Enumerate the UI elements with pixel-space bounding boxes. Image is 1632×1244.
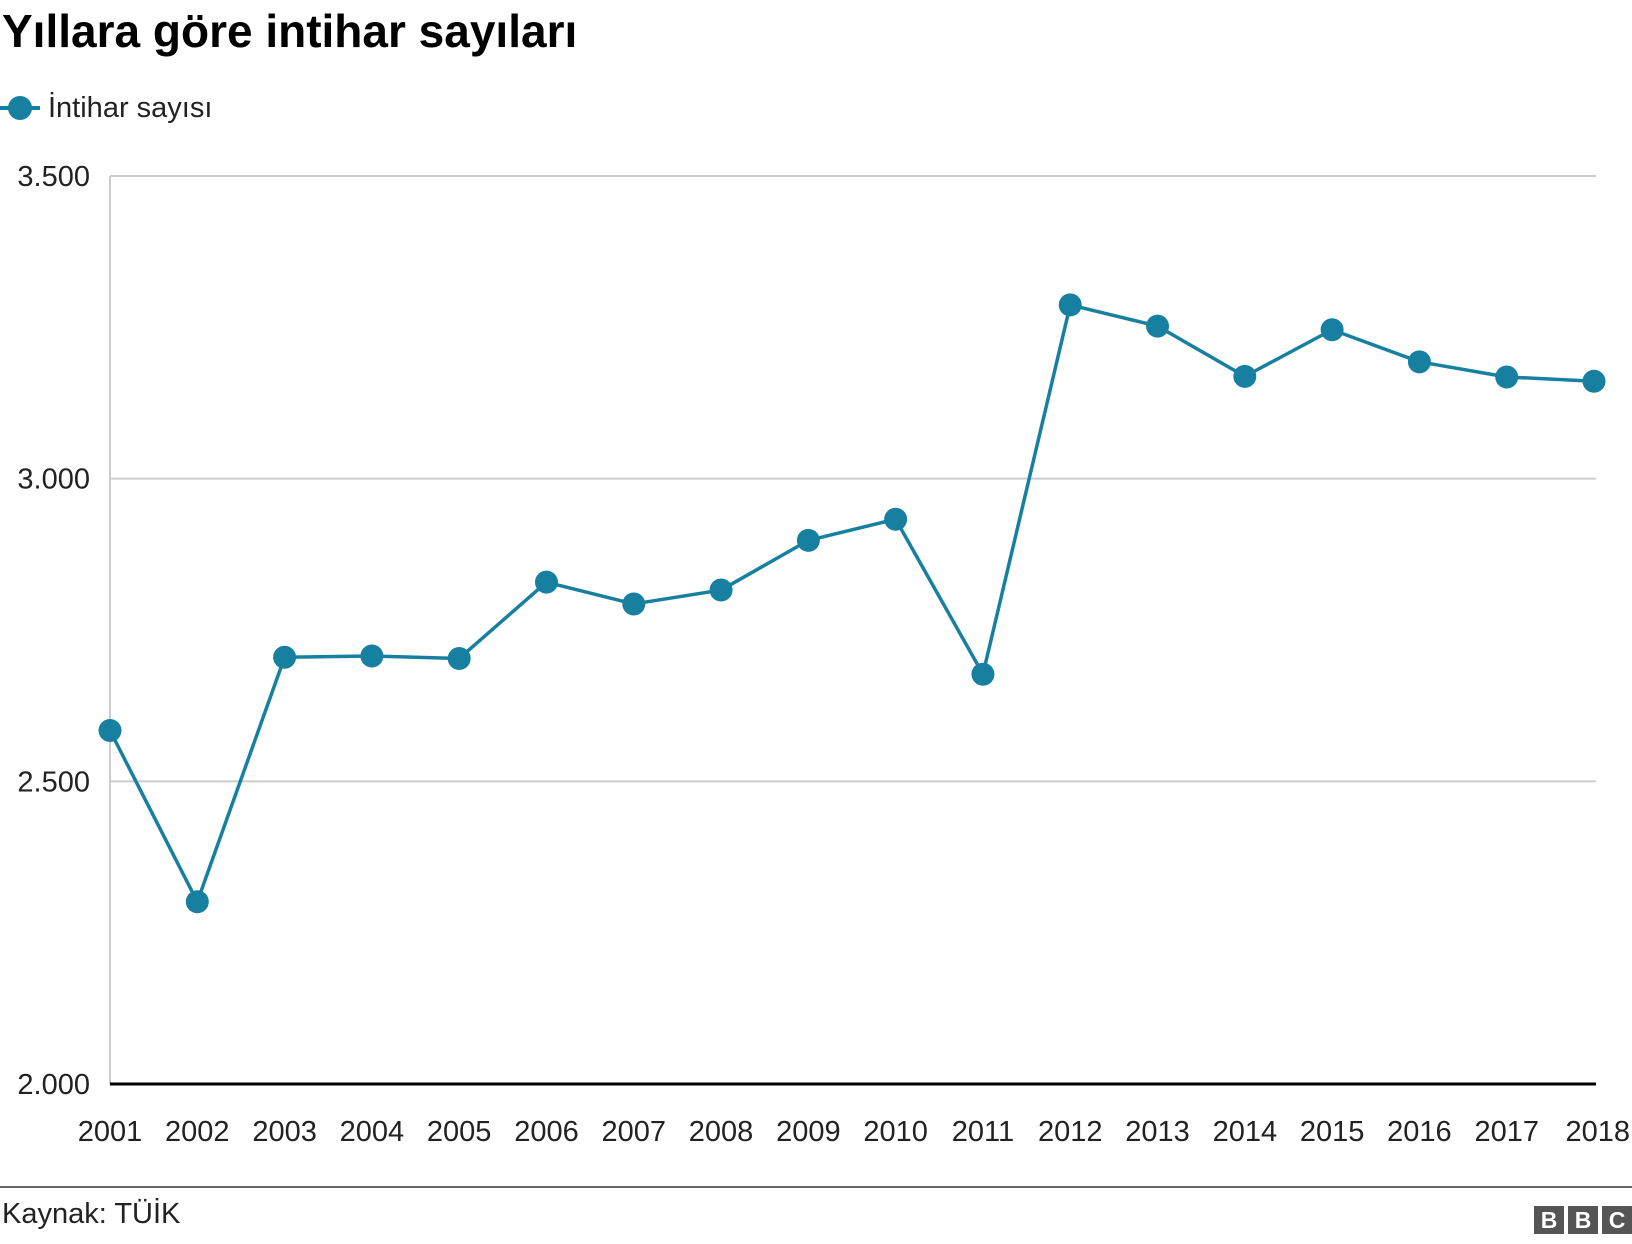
data-point bbox=[709, 578, 733, 602]
x-tick-label: 2012 bbox=[1038, 1116, 1103, 1148]
legend: İntihar sayısı bbox=[0, 88, 212, 128]
data-point bbox=[622, 592, 646, 616]
x-tick-label: 2008 bbox=[689, 1116, 754, 1148]
x-tick-label: 2011 bbox=[952, 1116, 1014, 1148]
bbc-logo-letter-2: B bbox=[1568, 1206, 1598, 1234]
y-tick-label: 2.500 bbox=[17, 766, 90, 798]
x-tick-label: 2007 bbox=[602, 1116, 667, 1148]
x-tick-label: 2004 bbox=[340, 1116, 405, 1148]
x-tick-label: 2003 bbox=[252, 1116, 317, 1148]
data-point bbox=[1233, 364, 1257, 388]
y-tick-label: 3.500 bbox=[17, 161, 90, 193]
y-tick-label: 3.000 bbox=[17, 464, 90, 496]
data-point bbox=[884, 507, 908, 531]
x-tick-label: 2014 bbox=[1213, 1116, 1278, 1148]
x-tick-label: 2017 bbox=[1474, 1116, 1539, 1148]
data-point bbox=[796, 528, 820, 552]
data-point bbox=[185, 890, 209, 914]
data-point bbox=[1582, 369, 1606, 393]
data-point bbox=[534, 570, 558, 594]
x-tick-label: 2009 bbox=[776, 1116, 841, 1148]
x-tick-label: 2002 bbox=[165, 1116, 230, 1148]
data-point bbox=[1495, 365, 1519, 389]
legend-marker-icon bbox=[0, 88, 42, 128]
bbc-logo-letter-3: C bbox=[1602, 1206, 1632, 1234]
x-tick-label: 2001 bbox=[78, 1116, 143, 1148]
legend-label: İntihar sayısı bbox=[48, 91, 213, 124]
data-point bbox=[273, 645, 297, 669]
x-tick-label: 2006 bbox=[514, 1116, 579, 1148]
series-line bbox=[108, 303, 1595, 904]
footer-divider bbox=[0, 1186, 1632, 1188]
data-point bbox=[1146, 314, 1170, 338]
data-point bbox=[1058, 293, 1082, 317]
x-tick-label: 2005 bbox=[427, 1116, 492, 1148]
data-point bbox=[971, 662, 995, 686]
x-tick-label: 2016 bbox=[1387, 1116, 1452, 1148]
source-text: Kaynak: TÜİK bbox=[2, 1198, 181, 1230]
bbc-logo-letter-1: B bbox=[1534, 1206, 1564, 1234]
data-point bbox=[1407, 350, 1431, 374]
x-tick-label: 2018 bbox=[1565, 1116, 1630, 1148]
y-tick-label: 2.000 bbox=[17, 1069, 90, 1101]
x-tick-label: 2010 bbox=[863, 1116, 928, 1148]
x-tick-label: 2015 bbox=[1300, 1116, 1365, 1148]
bbc-logo: B B C bbox=[1534, 1206, 1632, 1234]
data-point bbox=[98, 718, 122, 742]
data-point bbox=[1320, 318, 1344, 342]
x-tick-label: 2013 bbox=[1125, 1116, 1190, 1148]
data-point bbox=[360, 644, 384, 668]
data-point bbox=[447, 646, 471, 670]
line-chart: 2.000 2.500 3.000 3.500 2001 2002 2003 2004 2005… bbox=[17, 161, 1630, 1148]
legend-marker-dot bbox=[8, 96, 32, 120]
chart-title: Yıllara göre intihar sayıları bbox=[2, 5, 578, 57]
